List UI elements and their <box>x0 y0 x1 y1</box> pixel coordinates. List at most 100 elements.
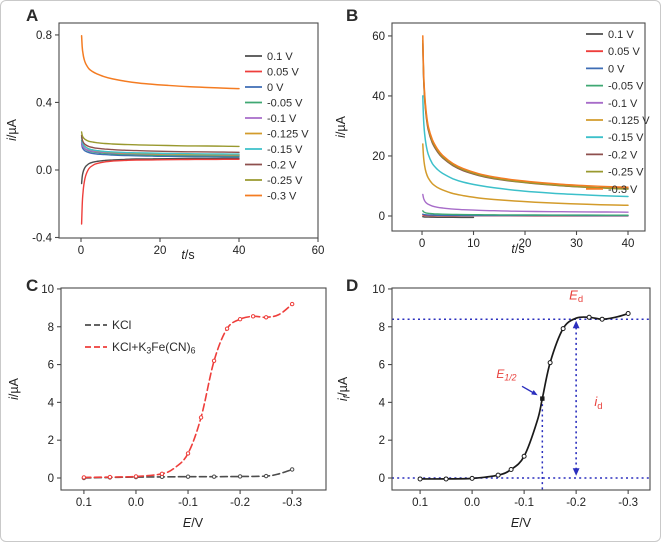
x-tick-label: -0.3 <box>282 497 302 509</box>
x-tick-label: 0.1 <box>412 497 428 509</box>
legend-entry-label: 0.1 V <box>608 29 634 41</box>
arrow-head <box>572 320 580 329</box>
x-axis-title: E/V <box>183 516 204 530</box>
series-group <box>422 35 629 219</box>
data-point-marker <box>81 475 87 480</box>
legend-entry-label: 0 V <box>608 63 625 75</box>
arrow-head <box>572 468 580 476</box>
x-axis-title: E/V <box>511 516 532 530</box>
data-point-marker <box>586 314 592 320</box>
x-tick-label: 0 <box>78 245 84 257</box>
x-axis-title: t/s <box>511 242 524 256</box>
legend: KCl KCl+K3Fe(CN)6 <box>85 318 196 356</box>
data-point-marker <box>185 451 191 456</box>
y-tick-label: 4 <box>48 397 55 409</box>
series-line--0.1-v <box>422 193 629 213</box>
y-tick-label: 60 <box>372 31 385 43</box>
series-line--0.15-v <box>80 136 240 155</box>
legend-entry-label: -0.2 V <box>608 149 638 161</box>
y-tick-label: -0.4 <box>32 232 52 244</box>
y-tick-label: 20 <box>372 151 385 163</box>
data-point-marker <box>263 315 269 320</box>
annotation-label: E1/2 <box>496 367 516 383</box>
data-point-marker <box>133 474 139 479</box>
legend-entry-label: 0.05 V <box>608 46 640 58</box>
data-point-marker <box>224 326 230 331</box>
y-tick-label: 0 <box>48 473 54 485</box>
legend-entry-label: -0.05 V <box>608 81 644 93</box>
y-tick-label: 6 <box>48 360 54 372</box>
y-tick-label: 0.0 <box>36 165 52 177</box>
y-tick-label: 0 <box>379 473 385 485</box>
x-tick-label: 60 <box>312 245 325 257</box>
series-group <box>81 301 295 481</box>
legend-entry-label: -0.15 V <box>608 132 644 144</box>
data-point-marker <box>625 311 631 317</box>
panel-label-a: A <box>26 6 39 25</box>
arrow-head <box>531 390 538 396</box>
series-line--0.2-v <box>80 134 240 153</box>
series-group <box>417 311 631 482</box>
panel-a-chart: 0 20 40 60 -0.4 0.0 0.4 0.8 t/s i/µA 0.1 V 0.05 V 0 … <box>5 22 325 262</box>
plot-frame <box>58 22 319 239</box>
series-line--0.05-v <box>422 210 629 216</box>
x-tick-label: 40 <box>233 245 246 257</box>
data-point-marker <box>185 474 191 479</box>
x-tick-label: -0.2 <box>566 497 586 509</box>
pointer-arrow-line <box>521 385 535 394</box>
series-line--0.3-v <box>422 35 629 188</box>
annotation-label: id <box>594 394 602 412</box>
half-wave-point-marker <box>540 396 545 401</box>
x-axis-title: t/s <box>181 248 194 262</box>
series-line--0.3-v <box>80 35 240 90</box>
y-tick-label: 10 <box>41 284 54 296</box>
x-tick-label: 0.0 <box>464 497 480 509</box>
y-tick-label: 0.8 <box>36 30 52 42</box>
panel-label-c: C <box>26 276 39 295</box>
x-tick-label: 10 <box>467 238 480 250</box>
x-tick-label: 0 <box>419 238 425 250</box>
y-tick-label: 0 <box>379 211 385 223</box>
panel-d-chart: 0.1 0.0 -0.1 -0.2 -0.3 0 2 4 6 8 10 E/V if/µA Ed E1/2 i… <box>336 284 651 530</box>
data-point-marker <box>211 474 217 479</box>
y-tick-label: 6 <box>379 360 385 372</box>
data-point-marker <box>508 466 514 472</box>
data-point-marker <box>521 453 527 459</box>
data-point-marker <box>560 326 566 332</box>
y-tick-label: 0.4 <box>36 97 53 109</box>
y-axis-title: i/µA <box>334 115 348 137</box>
x-tick-label: -0.1 <box>514 497 534 509</box>
legend-entry-label: KCl <box>112 318 131 332</box>
x-tick-label: 20 <box>154 245 167 257</box>
data-point-marker <box>289 467 295 472</box>
series-line--0.15-v <box>422 95 629 198</box>
legend-entry-label: 0.1 V <box>267 51 293 63</box>
data-point-marker <box>289 301 295 307</box>
x-tick-label: 30 <box>570 238 583 250</box>
series-line--0.25-v <box>80 131 240 148</box>
x-tick-label: -0.2 <box>230 497 250 509</box>
y-tick-label: 8 <box>379 322 385 334</box>
panel-b-chart: 0 10 20 30 40 0 20 40 60 t/s i/µA 0.1 V 0.05 V 0 V -0.… <box>334 22 650 256</box>
data-point-marker <box>198 415 204 420</box>
plot-frame <box>60 287 327 491</box>
legend-entry-label: -0.25 V <box>267 175 303 187</box>
data-point-marker <box>599 316 605 322</box>
data-point-marker <box>211 358 217 363</box>
y-axis-title: i/µA <box>7 377 21 399</box>
x-tick-label: -0.1 <box>178 497 198 509</box>
series-line-0.05-v <box>80 158 240 225</box>
data-point-marker <box>495 472 501 478</box>
x-tick-label: 20 <box>519 238 532 250</box>
series-line--0.125-v <box>422 143 629 207</box>
x-tick-label: 0.0 <box>128 497 144 509</box>
legend-entry-label: -0.2 V <box>267 160 297 172</box>
y-axis-title: if/µA <box>336 376 352 401</box>
series-line-0.1-v <box>80 157 240 185</box>
y-axis-title: i/µA <box>5 118 19 140</box>
x-tick-label: 40 <box>622 238 635 250</box>
series-line--0.2-v <box>422 42 629 190</box>
series-line-0.1-v <box>422 216 475 219</box>
plot-frame <box>391 287 651 491</box>
